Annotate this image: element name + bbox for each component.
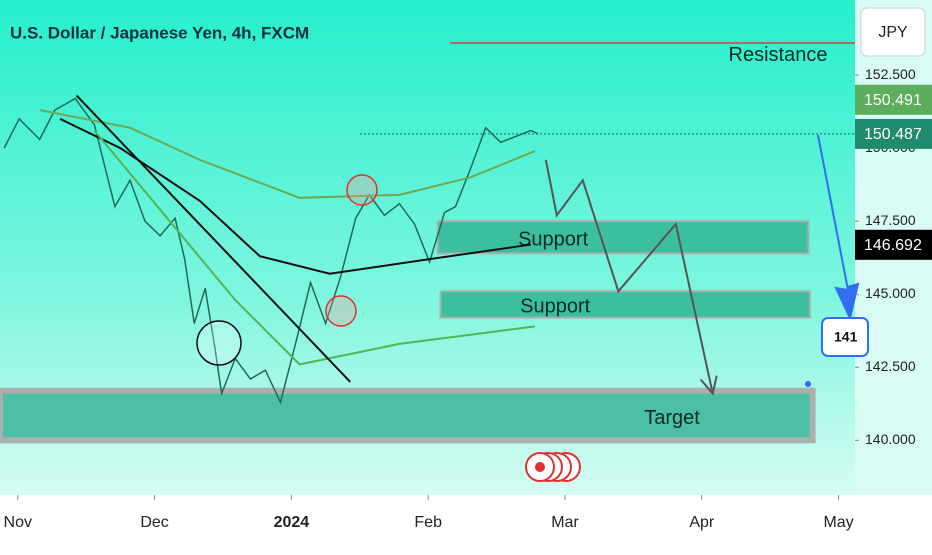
- x-tick-label: 2024: [274, 514, 310, 531]
- x-tick-label: Apr: [689, 514, 715, 531]
- projection-arrowhead: [699, 375, 718, 396]
- price-label: 150.487: [864, 126, 922, 143]
- y-tick-label: 142.500: [865, 358, 916, 374]
- blue-arrow: [817, 134, 860, 322]
- x-tick-label: Nov: [4, 514, 32, 531]
- event-icon: [525, 452, 581, 482]
- x-tick-label: Feb: [414, 514, 442, 531]
- chart-title: U.S. Dollar / Japanese Yen, 4h, FXCM: [10, 23, 309, 42]
- y-tick-label: 147.500: [865, 212, 916, 228]
- callout-label: 141: [834, 329, 858, 345]
- annotation-circle: [346, 174, 378, 206]
- indicator-line: [59, 118, 531, 275]
- indicator-line: [93, 129, 536, 366]
- x-tick-label: Dec: [140, 514, 168, 531]
- price-label: 150.491: [864, 92, 922, 109]
- content: Support Support Target Resistance: [0, 42, 855, 444]
- price-line: [3, 97, 538, 405]
- callout-anchor: [805, 381, 811, 387]
- indicator-line: [75, 94, 351, 383]
- indicator-line: [39, 109, 536, 199]
- price-label-box: [855, 229, 932, 260]
- zone: [0, 387, 816, 444]
- price-label-box: [855, 118, 932, 149]
- zone-label: Support: [518, 229, 588, 251]
- annotation-circle: [196, 320, 242, 366]
- x-tick-label: May: [823, 514, 853, 531]
- resistance-label: Resistance: [729, 44, 828, 66]
- y-tick-label: 152.500: [865, 66, 916, 82]
- currency-label: JPY: [878, 24, 908, 41]
- x-tick-label: Mar: [551, 514, 579, 531]
- projection-path: [544, 159, 714, 394]
- zone-label: Support: [520, 296, 590, 318]
- price-label: 146.692: [864, 237, 922, 254]
- zone-label: Target: [644, 407, 700, 429]
- zone: [439, 290, 811, 319]
- currency-button[interactable]: [860, 7, 926, 57]
- y-tick-label: 145.000: [865, 285, 916, 301]
- price-label-box: [855, 84, 932, 115]
- zone: [436, 220, 810, 255]
- annotation-circle: [325, 295, 357, 327]
- y-tick-label: 140.000: [865, 431, 916, 447]
- callout-box: [821, 317, 869, 357]
